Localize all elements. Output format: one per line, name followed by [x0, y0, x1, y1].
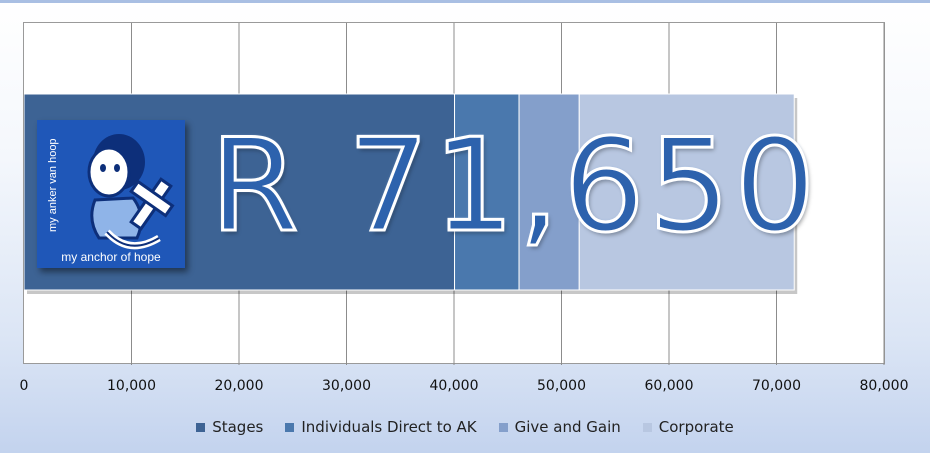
legend-swatch — [642, 422, 652, 432]
legend-swatch — [285, 422, 295, 432]
x-tick-label: 60,000 — [644, 378, 694, 394]
bar-segment-give-and-gain — [518, 93, 580, 291]
x-tick-label: 40,000 — [429, 378, 479, 394]
bar-segment-corporate — [578, 93, 795, 291]
legend: Stages Individuals Direct to AK Give and G… — [0, 418, 930, 436]
legend-item: Stages — [196, 418, 263, 436]
legend-label: Stages — [212, 418, 264, 436]
x-tick-label: 30,000 — [322, 378, 371, 394]
legend-swatch — [498, 422, 508, 432]
x-tick-label: 70,000 — [752, 378, 801, 394]
bar-segment-individuals-direct-to-ak — [454, 93, 520, 291]
legend-item: Individuals Direct to AK — [285, 418, 477, 436]
x-tick-label: 10,000 — [107, 378, 156, 394]
x-tick-label: 0 — [19, 378, 29, 394]
total-amount-annotation: R 71,650 — [209, 111, 820, 263]
legend-item: Give and Gain — [498, 418, 621, 436]
x-tick-label: 80,000 — [859, 378, 909, 394]
x-tick-label: 50,000 — [537, 378, 586, 394]
logo-bottom-text: my anchor of hope — [61, 250, 161, 264]
legend-label: Corporate — [658, 418, 734, 436]
logo-top-text: my anker van hoop — [47, 138, 59, 232]
legend-swatch — [196, 422, 206, 432]
x-tick-label: 20,000 — [214, 378, 264, 394]
anchor-of-hope-logo: my anker van hoop my anchor of hope — [37, 120, 185, 268]
legend-label: Give and Gain — [514, 418, 621, 436]
legend-item: Corporate — [642, 418, 734, 436]
legend-label: Individuals Direct to AK — [301, 418, 477, 436]
logo-figure-icon — [87, 134, 175, 250]
